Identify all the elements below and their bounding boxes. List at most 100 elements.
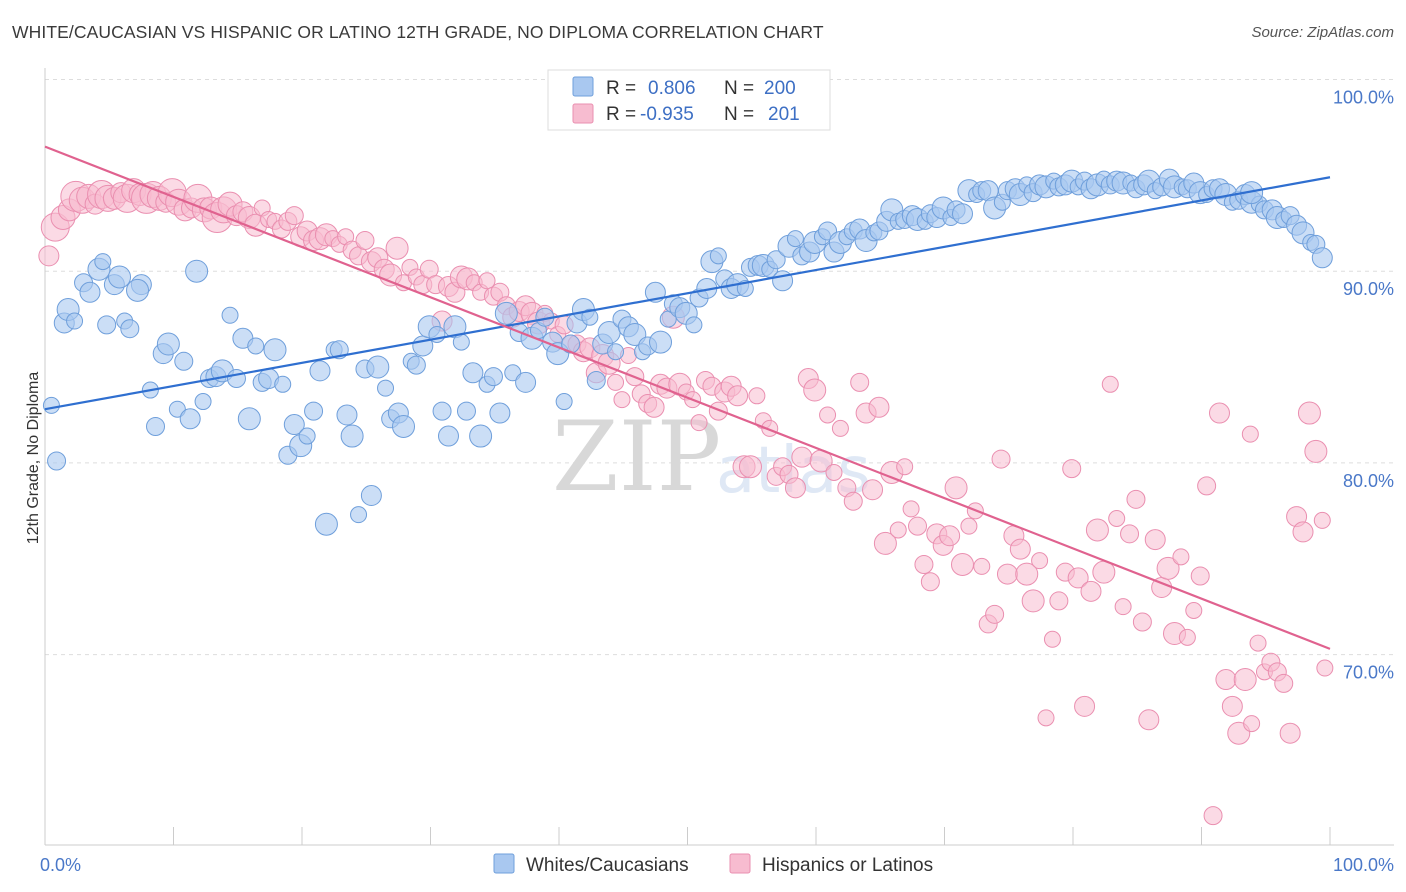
point-hispanics-123 [831,419,849,437]
point-hispanics-181 [1203,806,1223,826]
point-hispanics-130 [873,531,897,555]
point-hispanics-116 [784,477,806,499]
point-whites-84 [581,308,599,326]
point-hispanics-126 [850,372,870,392]
point-hispanics-180 [1197,476,1217,496]
point-hispanics-38 [284,206,304,226]
point-whites-36 [274,375,292,393]
point-whites-66 [462,362,484,384]
point-hispanics-128 [862,479,884,501]
legend-r-value-1: 0.806 [648,78,696,99]
y-tick-label-2: 80.0% [1343,471,1394,491]
point-hispanics-154 [1031,552,1049,570]
point-hispanics-161 [1074,695,1096,717]
point-whites-85 [586,370,606,390]
point-whites-9 [97,315,117,335]
bottom-legend-swatch-hispanics [729,853,751,874]
point-whites-46 [336,404,358,426]
point-hispanics-166 [1108,509,1126,527]
point-hispanics-88 [607,373,625,391]
point-hispanics-156 [1043,630,1061,648]
y-tick-label-1: 90.0% [1343,279,1394,299]
point-whites-57 [406,355,426,375]
point-hispanics-132 [889,521,907,539]
point-hispanics-163 [1085,518,1109,542]
point-whites-4 [66,312,84,330]
point-whites-80 [555,393,573,411]
point-hispanics-188 [1249,634,1267,652]
point-whites-104 [709,247,727,265]
point-hispanics-198 [1313,511,1331,529]
point-whites-24 [194,393,212,411]
legend-swatch-whites [572,76,594,97]
legend-r-label-2: R = [606,104,636,125]
point-hispanics-148 [991,449,1011,469]
point-hispanics-122 [825,463,843,481]
x-tick-label-1: 100.0% [1333,855,1394,875]
point-whites-67 [469,424,493,448]
point-hispanics-147 [985,604,1005,624]
point-hispanics-177 [1178,628,1196,646]
point-whites-13 [120,319,140,339]
point-hispanics-110 [748,387,766,405]
point-hispanics-196 [1297,401,1321,425]
trend-line-whites [44,176,1331,411]
point-hispanics-142 [950,553,974,577]
point-hispanics-155 [1037,709,1055,727]
point-hispanics-136 [914,555,934,575]
point-whites-55 [392,414,416,438]
point-whites-70 [489,402,511,424]
point-hispanics-182 [1208,402,1230,424]
trend-line-hispanics [44,145,1331,650]
bottom-legend: Whites/Caucasians Hispanics or Latinos [493,853,933,876]
point-hispanics-151 [1009,538,1031,560]
point-hispanics-129 [868,396,890,418]
point-hispanics-183 [1215,669,1237,691]
point-whites-47 [340,424,364,448]
point-hispanics-152 [1015,562,1039,586]
point-hispanics-179 [1190,566,1210,586]
legend-n-value-2: 201 [768,104,800,125]
point-hispanics-199 [1316,659,1334,677]
point-hispanics-187 [1243,715,1261,733]
point-hispanics-137 [920,572,940,592]
point-whites-38 [283,414,305,436]
point-whites-52 [377,379,395,397]
point-hispanics-101 [690,414,708,432]
point-whites-0 [42,396,60,414]
point-whites-48 [350,506,368,524]
y-tick-label-3: 70.0% [1343,663,1394,683]
point-hispanics-184 [1221,695,1243,717]
point-hispanics-140 [939,525,961,547]
y-axis-label: 12th Grade, No Diploma [25,372,42,545]
point-hispanics-134 [902,500,920,518]
legend-n-label-2: N = [724,104,754,125]
point-whites-11 [108,265,132,289]
legend: R = 0.806 N = 200 R = -0.935 N = 201 [547,69,831,131]
point-hispanics-170 [1132,612,1152,632]
point-hispanics-117 [791,446,813,468]
point-whites-29 [226,369,246,389]
point-whites-1 [47,451,67,471]
point-whites-42 [309,360,331,382]
legend-box [547,69,831,131]
bottom-legend-swatch-whites [493,853,515,874]
point-whites-28 [221,306,239,324]
point-hispanics-174 [1156,556,1180,580]
point-whites-31 [237,407,261,431]
point-hispanics-109 [738,455,762,479]
point-hispanics-68 [478,272,496,290]
point-whites-100 [685,316,703,334]
point-hispanics-141 [944,476,968,500]
point-hispanics-197 [1304,439,1328,463]
trend-lines [44,145,1331,650]
legend-r-label-1: R = [606,78,636,99]
point-whites-64 [452,333,470,351]
point-whites-71 [494,301,518,325]
x-tick-label-0: 0.0% [40,855,81,875]
point-whites-17 [146,416,166,436]
point-hispanics-121 [819,406,837,424]
y-tick-label-0: 100.0% [1333,88,1394,108]
point-hispanics-160 [1067,567,1089,589]
